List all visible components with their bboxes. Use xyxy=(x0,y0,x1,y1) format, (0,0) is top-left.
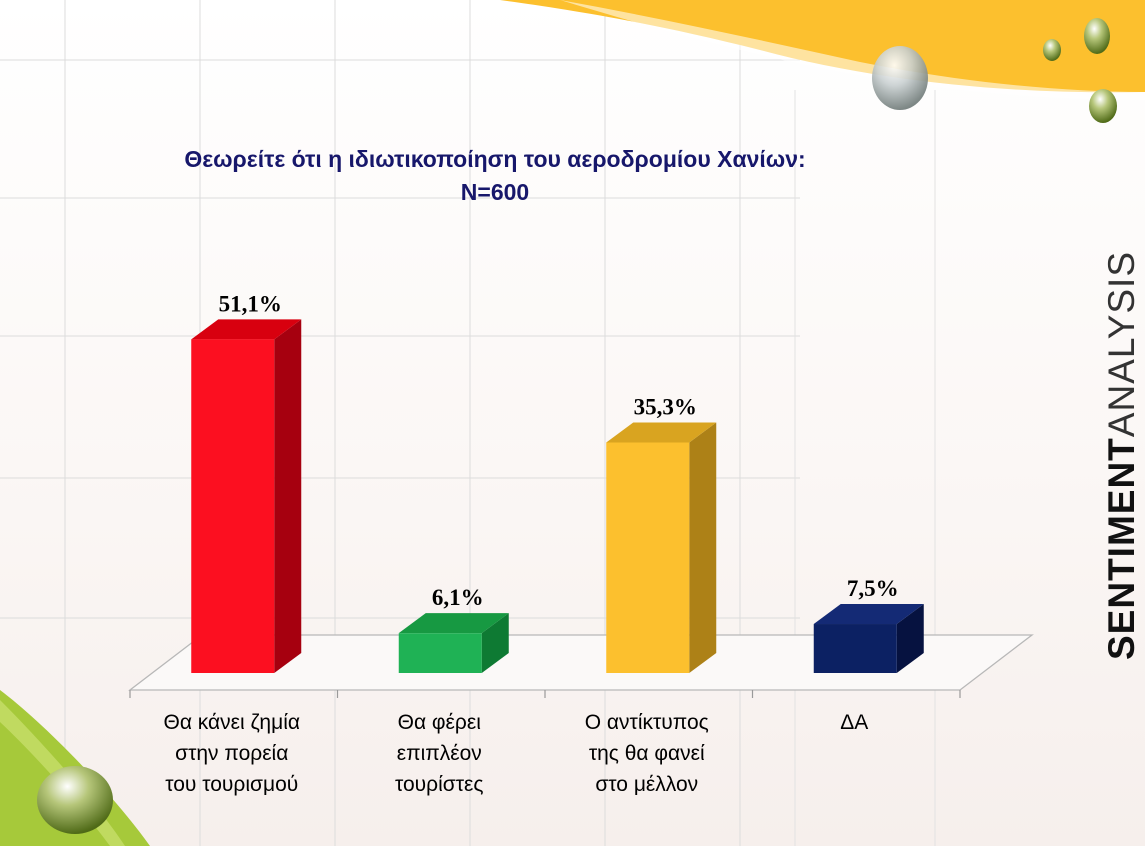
x-tick-label-line: ΔΑ xyxy=(840,711,868,734)
bar xyxy=(191,319,302,673)
bar xyxy=(606,422,717,673)
bar-front xyxy=(606,442,690,673)
brand-logo: SENTIMENTANALYSIS xyxy=(1101,251,1143,660)
x-tick-label-line: επιπλέον xyxy=(397,742,482,765)
chart-title-line: Θεωρείτε ότι η ιδιωτικοποίηση του αεροδρ… xyxy=(184,146,806,172)
water-drop-decoration xyxy=(1084,18,1110,54)
x-tick-label-line: Ο αντίκτυπος xyxy=(585,711,709,734)
x-tick-label: Θα φέρει επιπλέον τουρίστες xyxy=(395,711,484,796)
brand-word-sentiment: SENTIMENT xyxy=(1101,437,1142,660)
chart-title: Θεωρείτε ότι η ιδιωτικοποίηση του αεροδρ… xyxy=(60,143,930,209)
chart-subtitle: Ν=600 xyxy=(460,179,530,205)
water-drop-decoration xyxy=(1043,39,1061,61)
bar-front xyxy=(191,339,275,673)
brand-word-analysis: ANALYSIS xyxy=(1101,250,1142,438)
plot-area: 51,1% Θα κάνει ζημία στην πορεία του τουρισ… xyxy=(129,291,961,796)
x-tick-label-line: στο μέλλον xyxy=(595,773,698,796)
data-label: 51,1% xyxy=(219,291,282,316)
bar-side xyxy=(481,613,509,673)
x-tick-label-line: της θα φανεί xyxy=(589,742,705,765)
bar-front xyxy=(398,633,482,673)
x-tick-label-line: Θα κάνει ζημία xyxy=(163,711,300,734)
bar xyxy=(813,604,924,673)
x-tick-label: Θα κάνει ζημία στην πορεία του τουρισμού xyxy=(163,711,300,796)
x-tick-label-line: στην πορεία xyxy=(175,742,288,765)
x-tick-label-line: Θα φέρει xyxy=(398,711,482,734)
x-tick-label: Ο αντίκτυπος της θα φανεί στο μέλλον xyxy=(585,711,709,796)
bar-side xyxy=(896,604,924,673)
chart-floor xyxy=(128,634,1034,691)
x-tick-label: ΔΑ xyxy=(840,711,868,734)
data-label: 6,1% xyxy=(432,585,484,610)
bar-top xyxy=(191,319,302,340)
bar-top xyxy=(398,613,509,634)
bar-front xyxy=(813,624,897,673)
bar-side xyxy=(689,422,717,673)
water-drop-decoration xyxy=(872,46,928,110)
data-label: 35,3% xyxy=(634,394,697,419)
bar xyxy=(398,613,509,673)
bar-top xyxy=(813,604,924,625)
x-tick-label-line: τουρίστες xyxy=(395,773,484,796)
data-label: 7,5% xyxy=(847,576,899,601)
water-drop-decoration xyxy=(37,766,113,834)
x-tick-label-line: του τουρισμού xyxy=(165,773,298,796)
bar-side xyxy=(274,319,302,673)
bar-top xyxy=(606,422,717,443)
water-drop-decoration xyxy=(1089,89,1117,123)
